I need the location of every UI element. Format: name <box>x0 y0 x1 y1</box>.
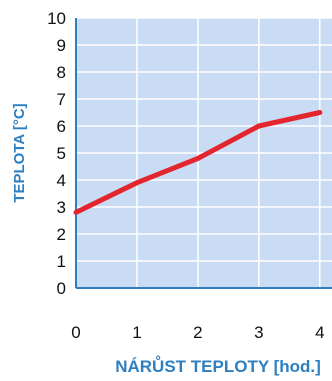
y-axis-title: TEPLOTA [°C] <box>11 103 28 202</box>
x-tick-label: 2 <box>193 323 202 342</box>
y-tick-label: 5 <box>57 144 66 163</box>
x-tick-label: 3 <box>254 323 263 342</box>
y-tick-labels: 0 1 2 3 4 5 6 7 8 9 10 <box>47 9 66 298</box>
data-point <box>73 209 79 215</box>
y-tick-label: 2 <box>57 225 66 244</box>
x-tick-label: 0 <box>71 323 80 342</box>
x-tick-label: 4 <box>315 323 324 342</box>
y-tick-label: 8 <box>57 63 66 82</box>
series-group <box>73 110 323 215</box>
y-tick-label: 0 <box>57 279 66 298</box>
y-tick-label: 10 <box>47 9 66 28</box>
data-point <box>134 180 140 186</box>
grid-lines <box>76 17 332 288</box>
y-tick-label: 4 <box>57 171 66 190</box>
x-tick-labels: 0 1 2 3 4 <box>71 323 324 342</box>
data-point <box>317 110 323 115</box>
y-tick-label: 7 <box>57 90 66 109</box>
y-tick-label: 3 <box>57 198 66 217</box>
y-tick-label: 9 <box>57 36 66 55</box>
x-axis-title: NÁRŮST TEPLOTY [hod.] <box>115 356 321 376</box>
data-point <box>256 123 262 129</box>
y-tick-label: 1 <box>57 252 66 271</box>
data-point <box>195 155 201 161</box>
x-tick-label: 1 <box>132 323 141 342</box>
y-tick-label: 6 <box>57 117 66 136</box>
